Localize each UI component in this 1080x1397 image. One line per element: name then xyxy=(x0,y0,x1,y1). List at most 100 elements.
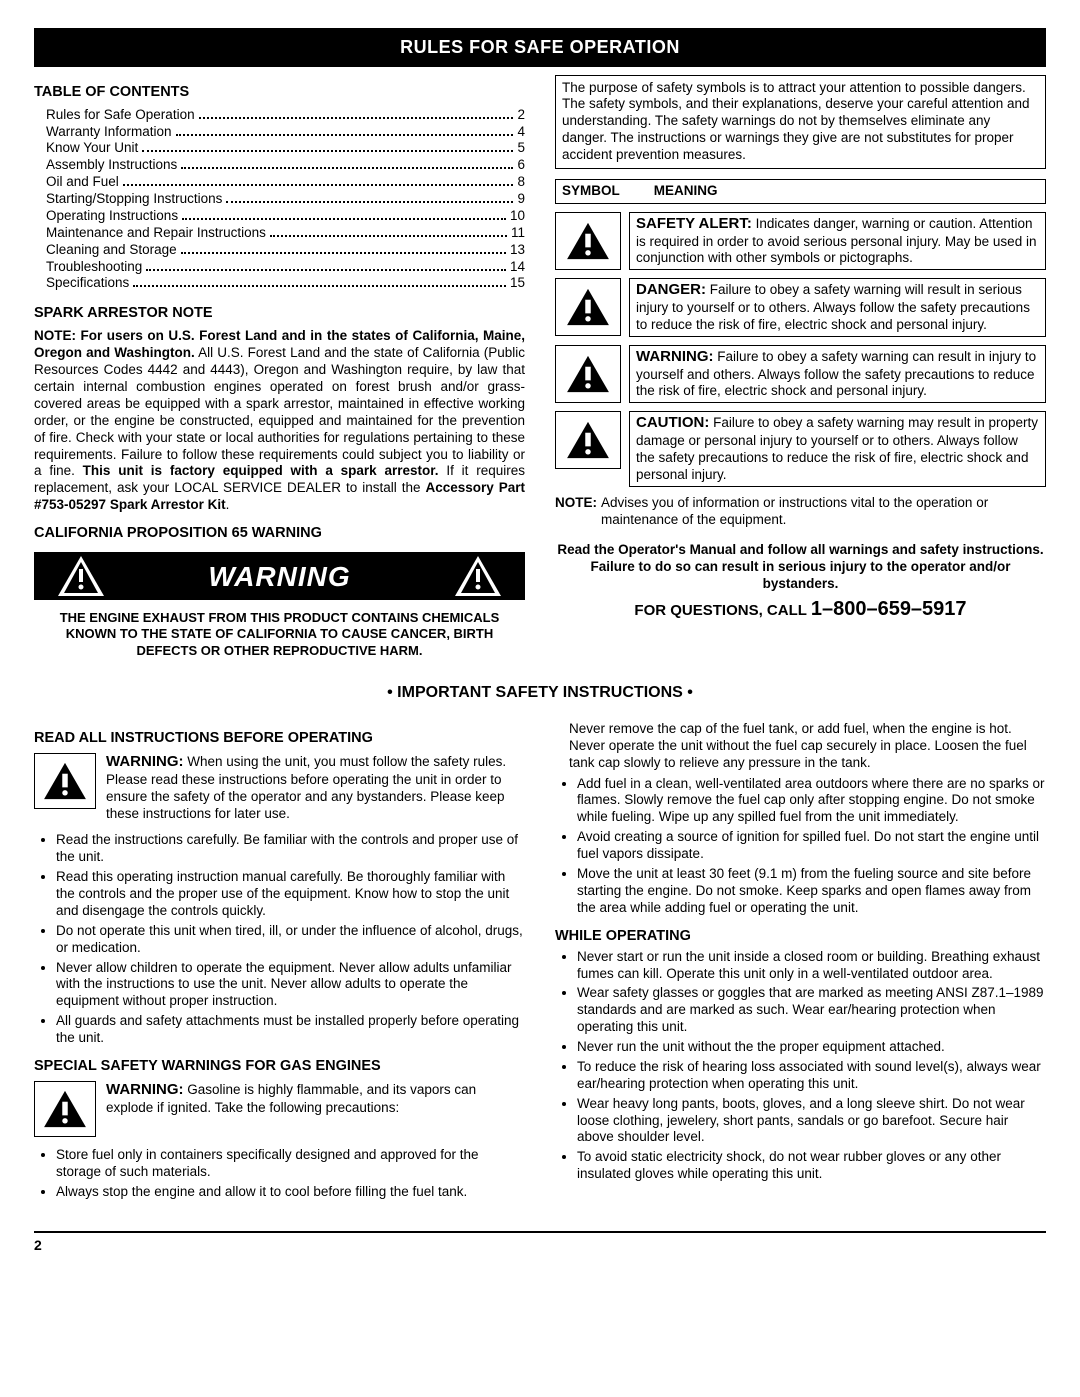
list-item: Wear safety glasses or goggles that are … xyxy=(577,985,1046,1036)
symbol-row: CAUTION: Failure to obey a safety warnin… xyxy=(555,411,1046,486)
phone-prefix: FOR QUESTIONS, CALL xyxy=(634,602,810,619)
sym-col2: MEANING xyxy=(654,183,718,200)
toc-label: Starting/Stopping Instructions xyxy=(46,191,222,208)
spark-bold-2: This unit is factory equipped with a spa… xyxy=(83,463,439,478)
toc-dots xyxy=(181,252,506,254)
bullets-left-1: Read the instructions carefully. Be fami… xyxy=(34,832,525,1047)
inline-triangle-2 xyxy=(34,1081,96,1137)
spark-note: NOTE: For users on U.S. Forest Land and … xyxy=(34,328,525,514)
symbol-lead: DANGER: xyxy=(636,281,706,298)
toc-row: Maintenance and Repair Instructions 11 xyxy=(46,225,525,242)
toc-dots xyxy=(133,285,506,287)
toc-list: Rules for Safe Operation2Warranty Inform… xyxy=(46,107,525,293)
symbol-text-box: SAFETY ALERT: Indicates danger, warning … xyxy=(629,212,1046,271)
toc-page: 2 xyxy=(517,107,525,124)
list-item: Never allow children to operate the equi… xyxy=(56,960,525,1011)
warning-triangle-left xyxy=(36,554,126,598)
warning-word: WARNING xyxy=(126,554,433,598)
list-item: Read the instructions carefully. Be fami… xyxy=(56,832,525,866)
while-title: WHILE OPERATING xyxy=(555,927,1046,945)
list-item: Store fuel only in containers specifical… xyxy=(56,1147,525,1181)
toc-page: 14 xyxy=(510,259,525,276)
symbol-lead: SAFETY ALERT: xyxy=(636,215,752,232)
spark-body-1: All U.S. Forest Land and the state of Ca… xyxy=(34,345,525,478)
toc-dots xyxy=(176,134,514,136)
toc-row: Troubleshooting 14 xyxy=(46,259,525,276)
lower-columns: READ ALL INSTRUCTIONS BEFORE OPERATING W… xyxy=(34,721,1046,1211)
alert-triangle-icon xyxy=(42,761,88,801)
page: RULES FOR SAFE OPERATION TABLE OF CONTEN… xyxy=(0,0,1080,1265)
symbol-icon-box xyxy=(555,212,621,270)
paras-right-top: Never remove the cap of the fuel tank, o… xyxy=(555,721,1046,772)
list-item: All guards and safety attachments must b… xyxy=(56,1013,525,1047)
toc-label: Know Your Unit xyxy=(46,140,138,157)
list-item: To reduce the risk of hearing loss assoc… xyxy=(577,1059,1046,1093)
paragraph: Never remove the cap of the fuel tank, o… xyxy=(569,721,1046,772)
footer-rule: 2 xyxy=(34,1231,1046,1255)
symbol-text-box: WARNING: Failure to obey a safety warnin… xyxy=(629,345,1046,404)
bullets-right-2: Never start or run the unit inside a clo… xyxy=(555,949,1046,1183)
toc-row: Cleaning and Storage 13 xyxy=(46,242,525,259)
toc-label: Cleaning and Storage xyxy=(46,242,177,259)
note-lead: NOTE: xyxy=(555,495,597,512)
list-item: Do not operate this unit when tired, ill… xyxy=(56,923,525,957)
symbol-icon-box xyxy=(555,345,621,403)
toc-label: Assembly Instructions xyxy=(46,157,177,174)
toc-page: 5 xyxy=(517,140,525,157)
lower-left-col: READ ALL INSTRUCTIONS BEFORE OPERATING W… xyxy=(34,721,525,1211)
toc-page: 10 xyxy=(510,208,525,225)
toc-title: TABLE OF CONTENTS xyxy=(34,83,525,101)
list-item: To avoid static electricity shock, do no… xyxy=(577,1149,1046,1183)
toc-page: 11 xyxy=(511,225,525,242)
toc-label: Oil and Fuel xyxy=(46,174,119,191)
toc-label: Warranty Information xyxy=(46,124,172,141)
sym-col1: SYMBOL xyxy=(562,183,620,200)
toc-dots xyxy=(270,235,507,237)
toc-dots xyxy=(123,184,514,186)
list-item: Wear heavy long pants, boots, gloves, an… xyxy=(577,1096,1046,1147)
toc-label: Troubleshooting xyxy=(46,259,142,276)
symbol-text-box: CAUTION: Failure to obey a safety warnin… xyxy=(629,411,1046,486)
spark-tail: . xyxy=(226,497,230,512)
symbol-text-box: DANGER: Failure to obey a safety warning… xyxy=(629,278,1046,337)
inline-warn-1-lead: WARNING: xyxy=(106,753,184,770)
prop65-text: THE ENGINE EXHAUST FROM THIS PRODUCT CON… xyxy=(34,610,525,659)
symbol-row: WARNING: Failure to obey a safety warnin… xyxy=(555,345,1046,404)
read-all-title: READ ALL INSTRUCTIONS BEFORE OPERATING xyxy=(34,729,525,747)
symbol-rows: SAFETY ALERT: Indicates danger, warning … xyxy=(555,212,1046,487)
toc-row: Starting/Stopping Instructions 9 xyxy=(46,191,525,208)
toc-row: Know Your Unit 5 xyxy=(46,140,525,157)
symbol-lead: CAUTION: xyxy=(636,414,709,431)
toc-row: Rules for Safe Operation2 xyxy=(46,107,525,124)
upper-left-col: TABLE OF CONTENTS Rules for Safe Operati… xyxy=(34,75,525,659)
toc-row: Oil and Fuel 8 xyxy=(46,174,525,191)
upper-columns: TABLE OF CONTENTS Rules for Safe Operati… xyxy=(34,75,1046,659)
inline-warn-1-text: WARNING: When using the unit, you must f… xyxy=(106,753,525,822)
warning-banner: WARNING xyxy=(34,552,525,600)
inline-triangle-1 xyxy=(34,753,96,809)
list-item: Avoid creating a source of ignition for … xyxy=(577,829,1046,863)
toc-page: 13 xyxy=(510,242,525,259)
note-text: Advises you of information or instructio… xyxy=(601,495,1046,529)
toc-dots xyxy=(182,218,506,220)
purpose-box: The purpose of safety symbols is to attr… xyxy=(555,75,1046,169)
toc-label: Maintenance and Repair Instructions xyxy=(46,225,266,242)
toc-row: Warranty Information4 xyxy=(46,124,525,141)
toc-dots xyxy=(226,201,513,203)
symbol-header: SYMBOL MEANING xyxy=(555,179,1046,204)
list-item: Read this operating instruction manual c… xyxy=(56,869,525,920)
toc-page: 9 xyxy=(517,191,525,208)
spark-title: SPARK ARRESTOR NOTE xyxy=(34,304,525,322)
symbol-row: DANGER: Failure to obey a safety warning… xyxy=(555,278,1046,337)
list-item: Move the unit at least 30 feet (9.1 m) f… xyxy=(577,866,1046,917)
upper-right-col: The purpose of safety symbols is to attr… xyxy=(555,75,1046,659)
toc-page: 8 xyxy=(517,174,525,191)
list-item: Add fuel in a clean, well-ventilated are… xyxy=(577,776,1046,827)
prop65-title: CALIFORNIA PROPOSITION 65 WARNING xyxy=(34,524,525,542)
read-manual: Read the Operator's Manual and follow al… xyxy=(555,542,1046,593)
toc-label: Operating Instructions xyxy=(46,208,178,225)
warning-triangle-right xyxy=(433,554,523,598)
alert-triangle-icon xyxy=(453,554,503,598)
symbol-row: SAFETY ALERT: Indicates danger, warning … xyxy=(555,212,1046,271)
bullets-left-2: Store fuel only in containers specifical… xyxy=(34,1147,525,1201)
